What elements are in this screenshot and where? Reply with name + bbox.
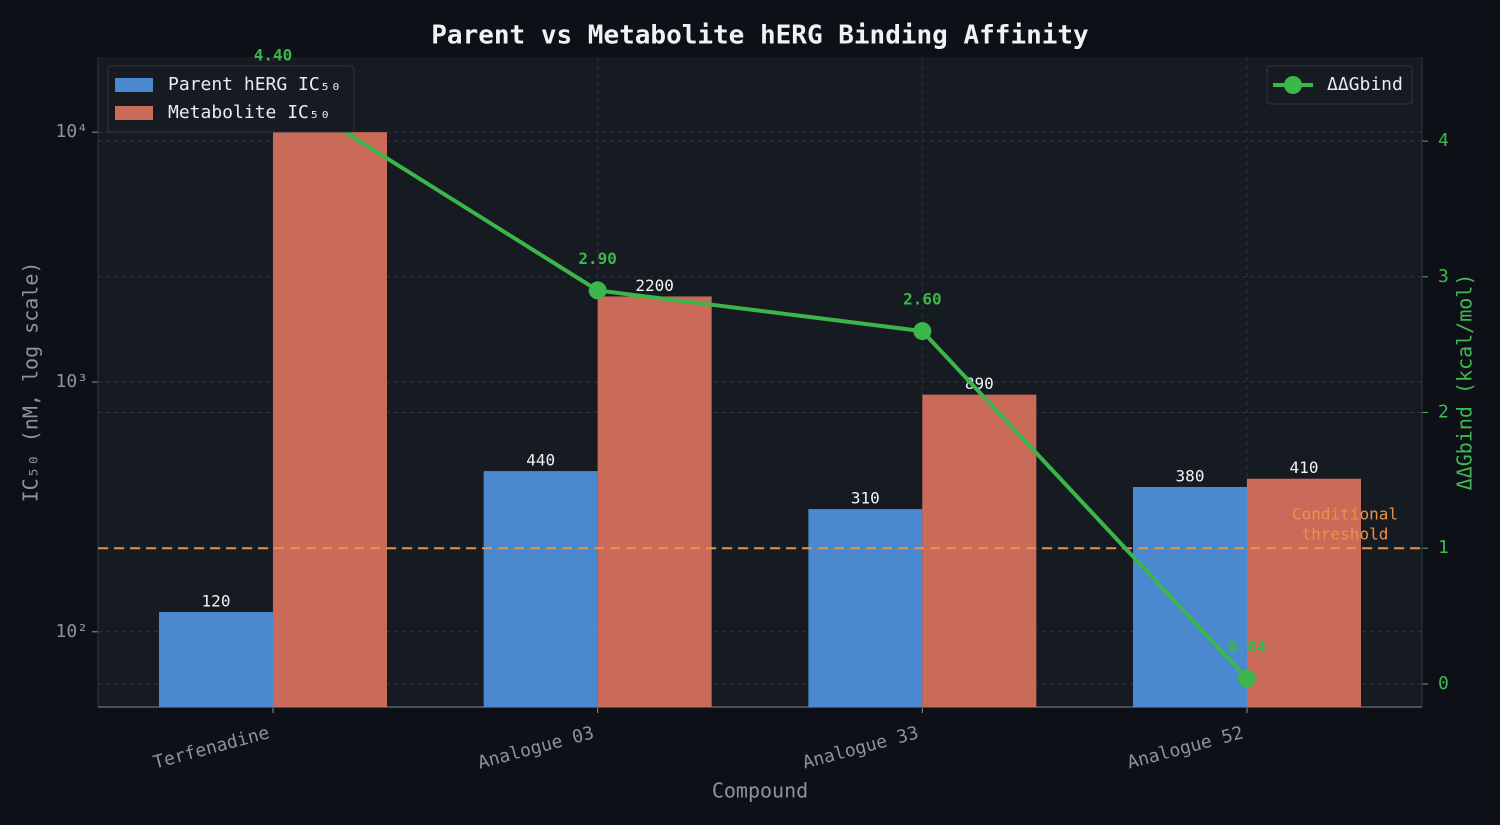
- y-tick-label: 10⁴: [55, 121, 88, 142]
- legend-swatch: [115, 106, 153, 120]
- legend-box: [1266, 65, 1413, 105]
- bar: [483, 471, 598, 707]
- y2-tick-label: 2: [1438, 402, 1449, 423]
- y-tick-label: 10²: [55, 621, 88, 642]
- bar-value-label: 380: [1176, 466, 1205, 485]
- line: [271, 85, 1249, 680]
- line-point: [588, 281, 607, 300]
- bar-value-label: 440: [526, 451, 555, 470]
- legend: Parent hERG IC₅₀ Metabolite IC₅₀: [107, 65, 355, 133]
- y2-tick-label: 3: [1438, 266, 1449, 287]
- y2-tick-label: 4: [1438, 130, 1449, 151]
- legend-marker: [1284, 76, 1302, 94]
- bar: [159, 612, 273, 707]
- bar-value-label: 2200: [635, 276, 674, 295]
- bar: [273, 132, 387, 707]
- bar-value-label: 890: [965, 374, 994, 393]
- line-point: [913, 322, 932, 341]
- line-value-label: 4.40: [254, 45, 293, 64]
- bar: [922, 394, 1037, 707]
- legend-swatch: [115, 78, 153, 92]
- legend-label: Parent hERG IC₅₀: [168, 74, 341, 95]
- bar-value-label: 410: [1290, 458, 1319, 477]
- bar: [597, 296, 712, 707]
- legend: ΔΔGbind: [1266, 65, 1413, 105]
- threshold-label: Conditional: [1292, 505, 1398, 524]
- bar-value-label: 120: [202, 592, 231, 611]
- threshold-label: threshold: [1302, 525, 1389, 544]
- line-value-label: 0.04: [1228, 637, 1267, 656]
- y-axis-label: IC₅₀ (nM, log scale): [19, 262, 43, 503]
- chart-title: Parent vs Metabolite hERG Binding Affini…: [431, 21, 1088, 51]
- bar: [1247, 478, 1361, 707]
- y2-axis-label: ΔΔGbind (kcal/mol): [1453, 274, 1477, 491]
- legend-label: ΔΔGbind: [1327, 74, 1403, 95]
- legend-box: [107, 65, 355, 133]
- line-point: [1238, 669, 1256, 688]
- line-value-label: 2.60: [903, 290, 942, 309]
- y2-tick-label: 0: [1438, 673, 1449, 694]
- x-axis-label: Compound: [712, 779, 808, 803]
- y2-tick-label: 1: [1438, 537, 1449, 558]
- bar: [1133, 486, 1247, 707]
- legend-label: Metabolite IC₅₀: [168, 102, 331, 123]
- y-tick-label: 10³: [55, 371, 88, 392]
- line-value-label: 2.90: [578, 249, 617, 268]
- bar: [808, 509, 923, 707]
- bar-value-label: 310: [851, 489, 880, 508]
